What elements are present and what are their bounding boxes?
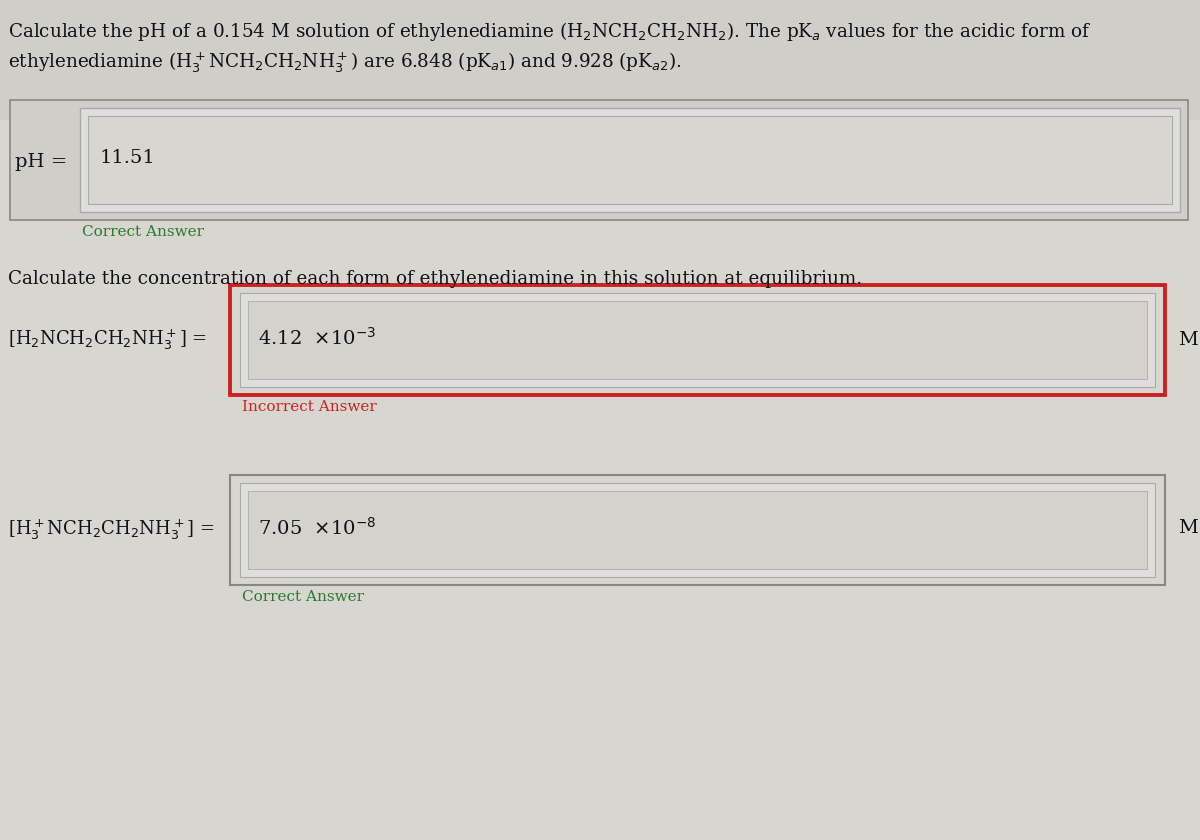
Bar <box>0 0 1200 120</box>
Text: pH =: pH = <box>14 153 67 171</box>
Text: 11.51: 11.51 <box>100 149 156 167</box>
Text: M: M <box>1178 519 1198 537</box>
Bar <box>80 108 1180 212</box>
Bar <box>230 475 1165 585</box>
Text: 7.05  $\times$10$^{-8}$: 7.05 $\times$10$^{-8}$ <box>258 517 377 539</box>
Bar <box>240 293 1154 387</box>
Bar <box>10 100 1188 220</box>
Bar <box>88 116 1172 204</box>
Bar <box>240 483 1154 577</box>
Bar <box>230 285 1165 395</box>
Text: [H$_2$NCH$_2$CH$_2$NH$_3^+$] =: [H$_2$NCH$_2$CH$_2$NH$_3^+$] = <box>8 328 206 352</box>
Text: Calculate the concentration of each form of ethylenediamine in this solution at : Calculate the concentration of each form… <box>8 270 862 288</box>
Text: Incorrect Answer: Incorrect Answer <box>242 400 377 414</box>
Text: 4.12  $\times$10$^{-3}$: 4.12 $\times$10$^{-3}$ <box>258 327 376 349</box>
Text: Correct Answer: Correct Answer <box>82 225 204 239</box>
Text: Calculate the pH of a 0.154 M solution of ethylenediamine (H$_2$NCH$_2$CH$_2$NH$: Calculate the pH of a 0.154 M solution o… <box>8 20 1091 43</box>
Text: M: M <box>1178 331 1198 349</box>
Text: [H$_3^+$NCH$_2$CH$_2$NH$_3^+$] =: [H$_3^+$NCH$_2$CH$_2$NH$_3^+$] = <box>8 517 215 542</box>
Bar <box>248 491 1147 569</box>
Text: Correct Answer: Correct Answer <box>242 590 364 604</box>
Text: ethylenediamine (H$_3^+$NCH$_2$CH$_2$NH$_3^+$) are 6.848 (pK$_{a1}$) and 9.928 (: ethylenediamine (H$_3^+$NCH$_2$CH$_2$NH$… <box>8 50 682 74</box>
Bar <box>248 301 1147 379</box>
